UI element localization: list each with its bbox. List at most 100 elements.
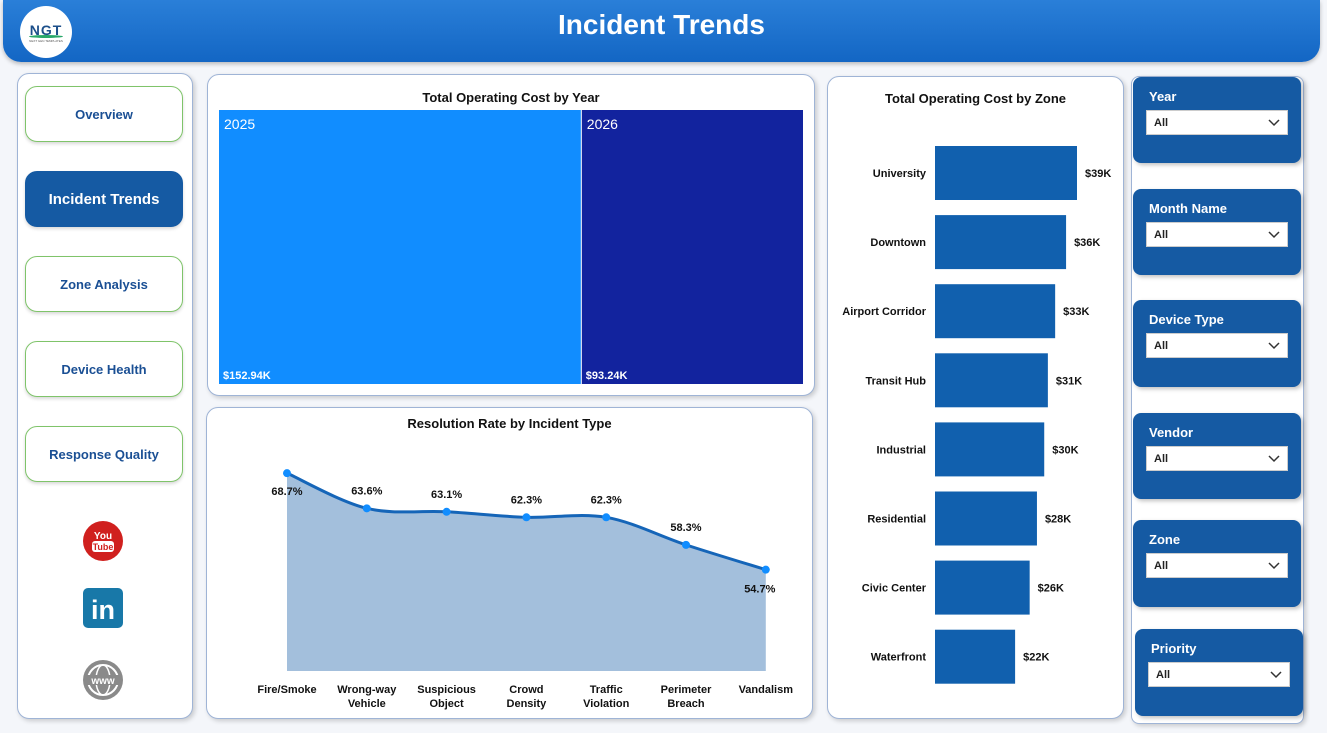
x-tick-label: Traffic xyxy=(590,684,623,696)
svg-text:You: You xyxy=(94,531,112,542)
vendor-dropdown-value: All xyxy=(1154,453,1169,465)
svg-text:Tube: Tube xyxy=(93,542,114,552)
data-point[interactable] xyxy=(761,565,770,574)
globe-icon[interactable]: www xyxy=(81,658,125,702)
x-tick-label: Suspicious xyxy=(417,684,476,696)
resolution-rate-area-chart: 68.7% Fire/Smoke 63.6% Wrong-way Vehicle 63.1… xyxy=(257,469,794,710)
logo-subtitle: NEXT GEN TEMPLATES xyxy=(29,38,63,43)
navigation-panel: Overview Incident Trends Zone Analysis D… xyxy=(17,73,193,719)
priority-slicer-label: Priority xyxy=(1151,641,1197,656)
nav-zone-analysis-button[interactable]: Zone Analysis xyxy=(25,256,183,312)
cost-by-year-treemap: 2025 $152.94K 2026 $93.24K xyxy=(219,110,803,384)
year-slicer-label: Year xyxy=(1149,89,1177,104)
vendor-slicer-label: Vendor xyxy=(1149,425,1194,440)
device-type-slicer-label: Device Type xyxy=(1149,312,1224,327)
x-tick-label: Crowd xyxy=(509,684,543,696)
chevron-down-icon xyxy=(1268,231,1280,239)
data-label: 63.1% xyxy=(431,489,462,501)
resolution-rate-card: Resolution Rate by Incident Type 68.7% Fi… xyxy=(206,407,813,719)
data-point[interactable] xyxy=(362,504,371,513)
treemap-tile-category: 2025 xyxy=(224,116,255,132)
data-label: 68.7% xyxy=(271,486,302,498)
y-tick-label: University xyxy=(873,168,927,180)
zone-bar[interactable] xyxy=(935,284,1056,339)
y-tick-label: Downtown xyxy=(870,237,926,249)
y-tick-label: Airport Corridor xyxy=(842,306,926,318)
logo-swoosh xyxy=(29,34,63,38)
cost-by-zone-card: Total Operating Cost by Zone University $… xyxy=(827,76,1124,719)
treemap-tile-value: $152.94K xyxy=(223,370,271,382)
bar-value-label: $31K xyxy=(1056,375,1082,387)
bar-value-label: $30K xyxy=(1052,444,1078,456)
chevron-down-icon xyxy=(1268,342,1280,350)
data-point[interactable] xyxy=(602,513,611,522)
data-label: 62.3% xyxy=(511,494,542,506)
month-name-dropdown-value: All xyxy=(1154,229,1169,241)
bar-value-label: $26K xyxy=(1038,583,1064,595)
year-dropdown-value: All xyxy=(1154,117,1169,129)
y-tick-label: Waterfront xyxy=(871,652,927,664)
nav-device-health-button[interactable]: Device Health xyxy=(25,341,183,397)
x-tick-label: Violation xyxy=(583,698,630,710)
nav-overview-button[interactable]: Overview xyxy=(25,86,183,142)
bar-value-label: $22K xyxy=(1023,652,1049,664)
priority-dropdown[interactable]: All xyxy=(1148,662,1290,687)
data-label: 58.3% xyxy=(670,522,701,534)
y-tick-label: Industrial xyxy=(876,444,926,456)
page-title: Incident Trends xyxy=(558,9,765,40)
x-tick-label: Density xyxy=(507,698,548,710)
data-point[interactable] xyxy=(682,540,690,549)
treemap-tile[interactable] xyxy=(581,110,803,384)
svg-text:in: in xyxy=(91,595,115,625)
nav-incident-trends-button[interactable]: Incident Trends xyxy=(25,171,183,227)
resolution-rate-title: Resolution Rate by Incident Type xyxy=(407,416,612,431)
x-tick-label: Vehicle xyxy=(348,698,386,710)
device-type-slicer: Device Type All xyxy=(1133,300,1301,387)
svg-text:www: www xyxy=(90,676,115,687)
chevron-down-icon xyxy=(1268,455,1280,463)
zone-dropdown-value: All xyxy=(1154,560,1169,572)
x-tick-label: Fire/Smoke xyxy=(257,684,316,696)
device-type-dropdown[interactable]: All xyxy=(1146,333,1288,358)
zone-bar[interactable] xyxy=(935,215,1067,270)
youtube-icon[interactable]: You Tube xyxy=(81,519,125,563)
zone-dropdown[interactable]: All xyxy=(1146,553,1288,578)
zone-bar[interactable] xyxy=(935,491,1037,546)
zone-bar[interactable] xyxy=(935,560,1030,615)
month-name-dropdown[interactable]: All xyxy=(1146,222,1288,247)
data-point[interactable] xyxy=(442,507,451,516)
zone-bar[interactable] xyxy=(935,629,1016,684)
year-dropdown[interactable]: All xyxy=(1146,110,1288,135)
area-fill xyxy=(287,473,766,671)
company-logo: NGT NEXT GEN TEMPLATES xyxy=(20,6,72,58)
chevron-down-icon xyxy=(1270,671,1282,679)
zone-bar[interactable] xyxy=(935,353,1048,408)
data-point[interactable] xyxy=(522,513,531,522)
header-bar: NGT NEXT GEN TEMPLATES Incident Trends xyxy=(3,0,1320,62)
logo-text: NGT xyxy=(29,21,63,38)
zone-bar[interactable] xyxy=(935,422,1045,477)
cost-by-zone-bar-chart: University $39K Downtown $36K Airport Corrid… xyxy=(842,146,1111,684)
x-tick-label: Wrong-way xyxy=(337,684,397,696)
zone-bar[interactable] xyxy=(935,146,1077,200)
x-tick-label: Object xyxy=(429,698,464,710)
bar-value-label: $33K xyxy=(1063,306,1089,318)
vendor-dropdown[interactable]: All xyxy=(1146,446,1288,471)
nav-response-quality-button[interactable]: Response Quality xyxy=(25,426,183,482)
bar-value-label: $36K xyxy=(1074,237,1100,249)
treemap-tile[interactable] xyxy=(219,110,581,384)
chevron-down-icon xyxy=(1268,119,1280,127)
linkedin-icon[interactable]: in xyxy=(81,586,125,630)
bar-value-label: $39K xyxy=(1085,168,1111,180)
data-point[interactable] xyxy=(283,469,291,478)
device-type-dropdown-value: All xyxy=(1154,340,1169,352)
chevron-down-icon xyxy=(1268,562,1280,570)
zone-slicer-label: Zone xyxy=(1149,532,1181,547)
x-tick-label: Perimeter xyxy=(661,684,712,696)
x-tick-label: Breach xyxy=(667,698,705,710)
cost-by-zone-title: Total Operating Cost by Zone xyxy=(884,91,1067,106)
data-label: 63.6% xyxy=(351,485,382,497)
month-name-slicer: Month Name All xyxy=(1133,189,1301,275)
filter-panel xyxy=(1131,76,1304,724)
x-tick-label: Vandalism xyxy=(739,684,794,696)
